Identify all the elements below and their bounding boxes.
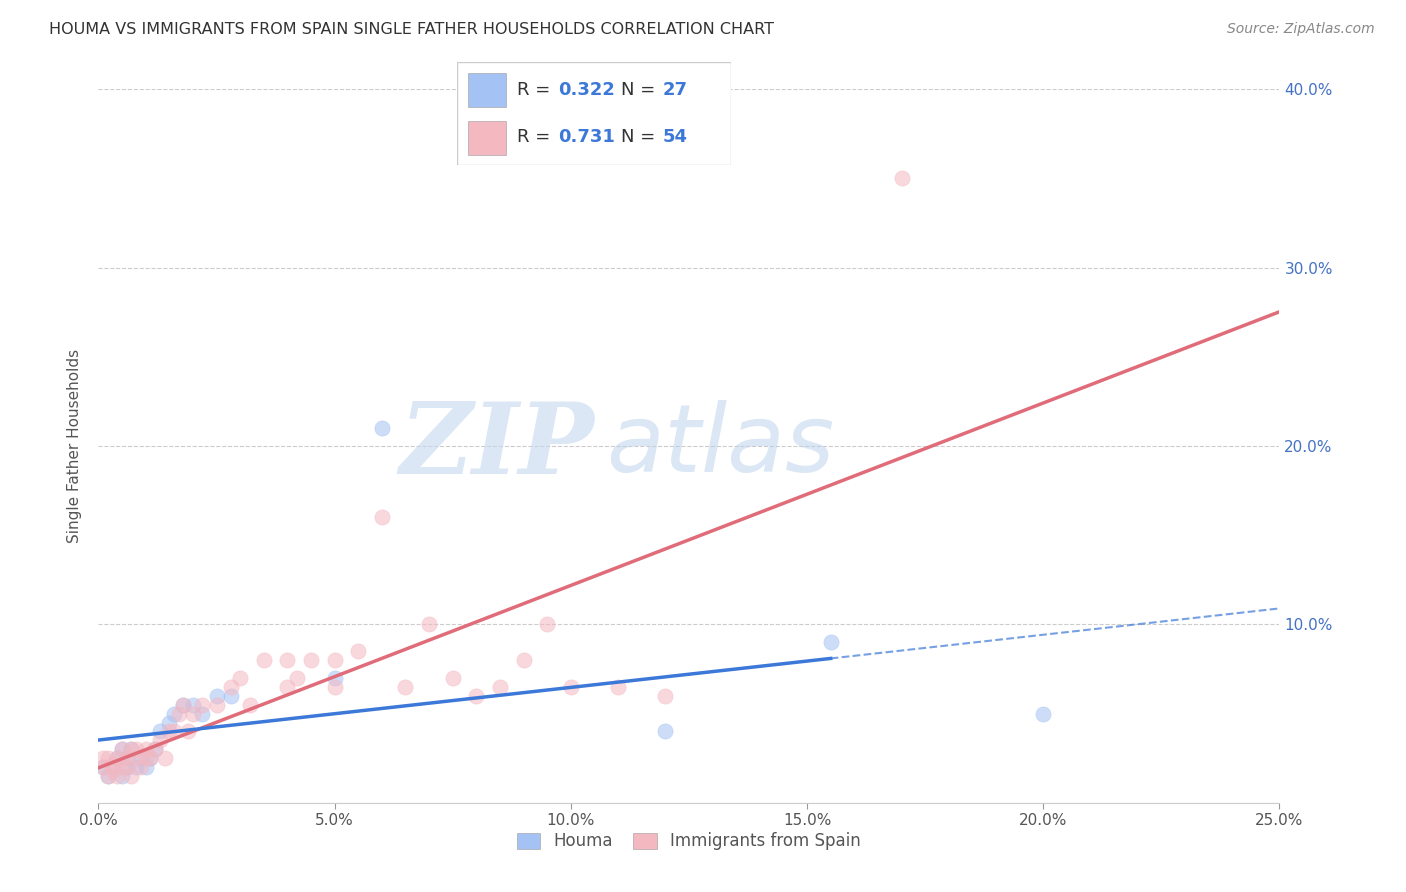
Point <box>129 760 152 774</box>
Point <box>163 724 186 739</box>
Point <box>394 680 416 694</box>
Point <box>143 742 166 756</box>
Y-axis label: Single Father Households: Single Father Households <box>67 349 83 543</box>
Point <box>149 733 172 747</box>
Bar <box>468 73 506 106</box>
Legend: Houma, Immigrants from Spain: Houma, Immigrants from Spain <box>509 824 869 859</box>
Point <box>323 653 346 667</box>
Point <box>489 680 512 694</box>
Point <box>115 760 138 774</box>
Point <box>129 751 152 765</box>
Point <box>101 764 124 778</box>
Point <box>465 689 488 703</box>
Point <box>157 724 180 739</box>
Point <box>820 635 842 649</box>
Point <box>149 724 172 739</box>
Point <box>111 742 134 756</box>
Point <box>323 680 346 694</box>
Text: N =: N = <box>621 128 661 146</box>
Point <box>276 653 298 667</box>
Text: R =: R = <box>517 81 557 99</box>
Text: Source: ZipAtlas.com: Source: ZipAtlas.com <box>1227 22 1375 37</box>
Point <box>347 644 370 658</box>
Point <box>105 751 128 765</box>
Point <box>135 760 157 774</box>
Point <box>205 698 228 712</box>
Point <box>115 751 138 765</box>
Point <box>111 760 134 774</box>
Text: 54: 54 <box>662 128 688 146</box>
Point <box>285 671 308 685</box>
Point <box>219 689 242 703</box>
Point <box>299 653 322 667</box>
Point <box>172 698 194 712</box>
Point <box>253 653 276 667</box>
Point <box>239 698 262 712</box>
Text: 27: 27 <box>662 81 688 99</box>
Point <box>191 706 214 721</box>
Text: ZIP: ZIP <box>399 398 595 494</box>
Point <box>135 751 157 765</box>
Point <box>418 617 440 632</box>
Point <box>115 760 138 774</box>
Point <box>177 724 200 739</box>
Point <box>205 689 228 703</box>
Point <box>536 617 558 632</box>
Point <box>163 706 186 721</box>
Point <box>97 751 120 765</box>
Point <box>219 680 242 694</box>
Point <box>91 760 114 774</box>
Point <box>97 769 120 783</box>
Point <box>654 689 676 703</box>
Point <box>139 751 162 765</box>
Point <box>105 769 128 783</box>
Point <box>512 653 534 667</box>
Point <box>121 769 143 783</box>
Point <box>143 742 166 756</box>
Point <box>181 698 204 712</box>
Point <box>371 510 394 524</box>
Point <box>181 706 204 721</box>
Point <box>1032 706 1054 721</box>
Point <box>191 698 214 712</box>
Point <box>121 742 143 756</box>
Point <box>121 742 143 756</box>
Point <box>167 706 190 721</box>
Point <box>111 769 134 783</box>
Point <box>111 742 134 756</box>
Point <box>101 760 124 774</box>
Point <box>125 760 148 774</box>
Point <box>115 751 138 765</box>
Text: atlas: atlas <box>606 401 835 491</box>
Point <box>654 724 676 739</box>
Text: HOUMA VS IMMIGRANTS FROM SPAIN SINGLE FATHER HOUSEHOLDS CORRELATION CHART: HOUMA VS IMMIGRANTS FROM SPAIN SINGLE FA… <box>49 22 775 37</box>
Point <box>607 680 630 694</box>
Point <box>91 760 114 774</box>
Point <box>153 751 176 765</box>
Bar <box>468 121 506 155</box>
Point <box>229 671 252 685</box>
Point <box>371 421 394 435</box>
Text: 0.731: 0.731 <box>558 128 616 146</box>
Point <box>157 715 180 730</box>
Point <box>890 171 912 186</box>
Text: N =: N = <box>621 81 661 99</box>
Point <box>139 751 162 765</box>
Point <box>125 742 148 756</box>
Text: 0.322: 0.322 <box>558 81 616 99</box>
Point <box>172 698 194 712</box>
Point <box>91 751 114 765</box>
Point <box>97 769 120 783</box>
Point <box>276 680 298 694</box>
Point <box>135 742 157 756</box>
Point <box>441 671 464 685</box>
Point <box>560 680 582 694</box>
Text: R =: R = <box>517 128 557 146</box>
Point <box>125 751 148 765</box>
Point <box>101 756 124 771</box>
Point <box>323 671 346 685</box>
Point <box>105 751 128 765</box>
